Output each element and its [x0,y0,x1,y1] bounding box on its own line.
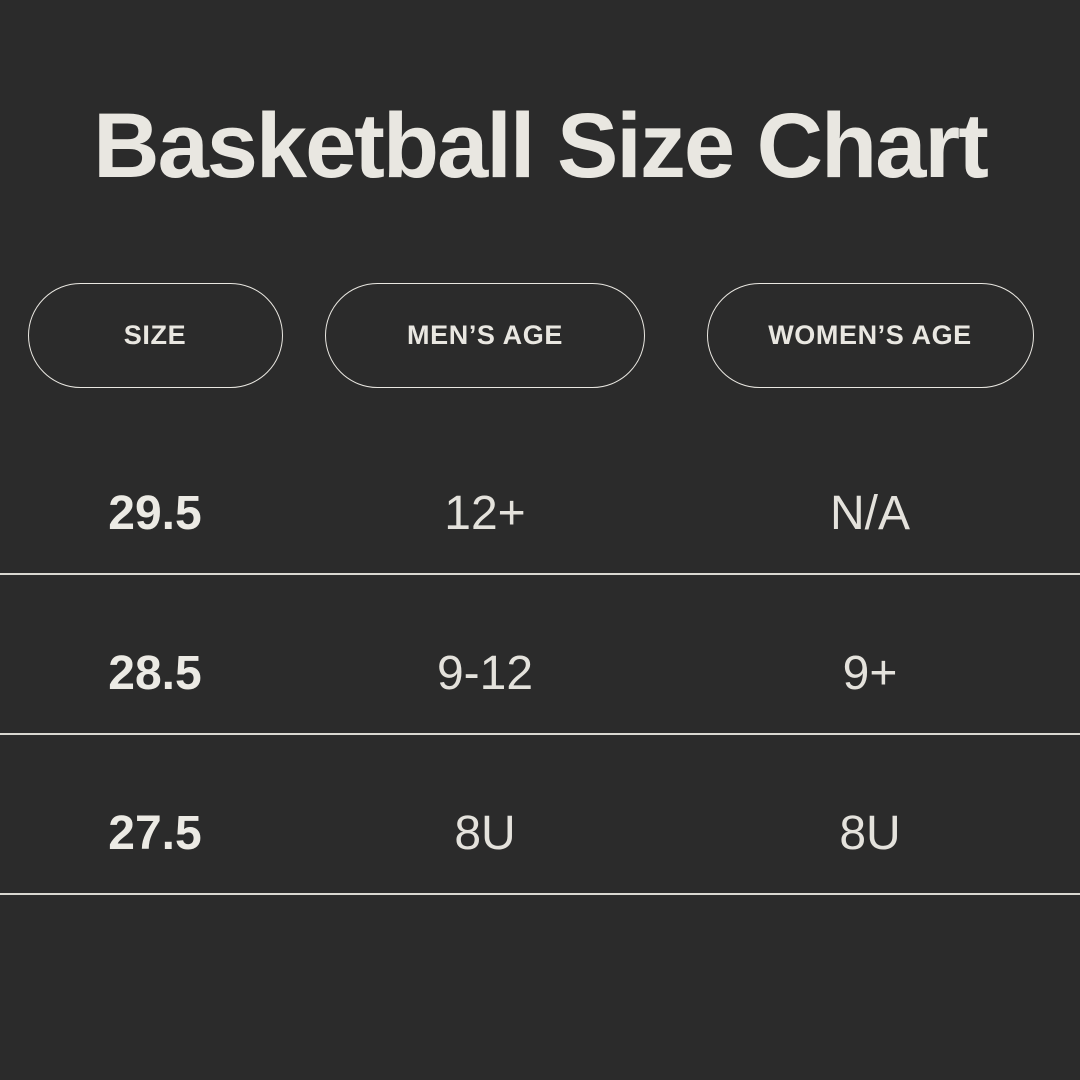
table-row: 28.5 9-12 9+ [0,575,1080,735]
size-table: 29.5 12+ N/A 28.5 9-12 9+ 27.5 8U 8U [0,415,1080,895]
column-header-label-size: SIZE [123,320,187,350]
cell-mens-age: 9-12 [436,647,534,700]
column-header-label-womens-age: WOMEN’S AGE [768,320,972,350]
page-title: Basketball Size Chart [93,95,989,197]
cell-size: 29.5 [108,487,202,540]
cell-size: 28.5 [108,647,202,700]
cell-womens-age: 8U [839,807,901,860]
column-header-pill-womens-age: WOMEN’S AGE [706,283,1034,388]
column-header-pill-size: SIZE [27,283,283,388]
table-header-row: SIZE MEN’S AGE WOMEN’S AGE [0,283,1080,388]
header-cell-womens-age: WOMEN’S AGE [660,283,1080,388]
header-cell-size: SIZE [0,283,310,388]
cell-size: 27.5 [108,807,202,860]
column-header-pill-mens-age: MEN’S AGE [325,283,645,388]
cell-mens-age: 8U [454,807,516,860]
column-header-label-mens-age: MEN’S AGE [407,320,563,350]
header-cell-mens-age: MEN’S AGE [310,283,660,388]
cell-mens-age: 12+ [444,487,526,540]
table-row: 27.5 8U 8U [0,735,1080,895]
cell-womens-age: 9+ [842,647,898,700]
table-row: 29.5 12+ N/A [0,415,1080,575]
cell-womens-age: N/A [829,487,910,540]
